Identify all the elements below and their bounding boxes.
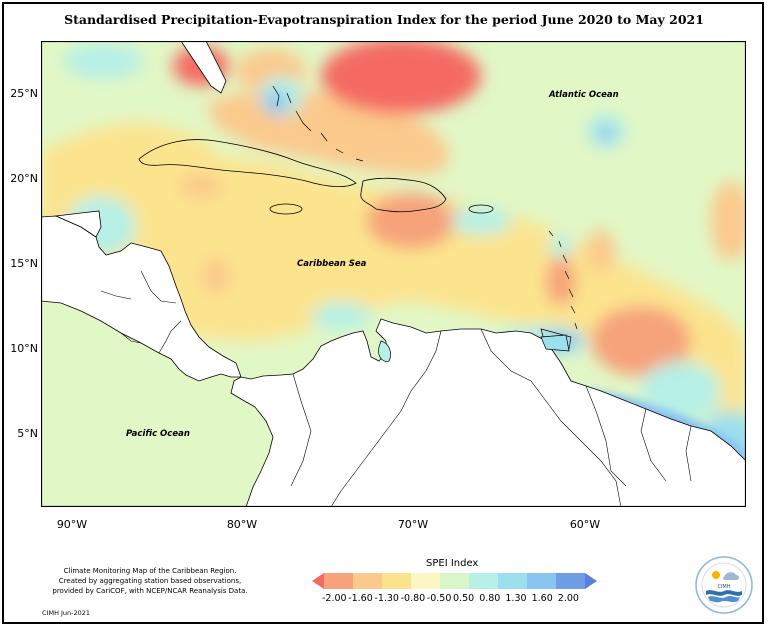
legend-min-arrow xyxy=(312,573,324,589)
florida-peninsula xyxy=(180,41,227,94)
trinidad-island xyxy=(540,334,570,352)
legend-value-label: -1.30 xyxy=(374,593,399,604)
legend-swatch xyxy=(324,573,354,589)
y-tick-10n: 10°N xyxy=(10,342,38,355)
credit-line-1: Climate Monitoring Map of the Caribbean … xyxy=(63,567,237,575)
credit-line-2: Created by aggregating station based obs… xyxy=(58,577,242,585)
legend-max-arrow xyxy=(585,573,597,589)
label-caribbean-sea: Caribbean Sea xyxy=(297,259,367,269)
legend-value-label: 0.50 xyxy=(453,593,475,604)
label-pacific-ocean: Pacific Ocean xyxy=(126,429,190,439)
legend-value-label: -0.80 xyxy=(400,593,426,604)
legend-swatch xyxy=(527,573,557,589)
y-tick-15n: 15°N xyxy=(10,257,38,270)
legend-swatch xyxy=(498,573,528,589)
cuba-island xyxy=(138,139,357,187)
legend-title: SPEI Index xyxy=(426,558,479,569)
legend-value-label: -1.60 xyxy=(348,593,373,604)
logo-text: CIMH xyxy=(717,584,730,590)
legend-value-label: 1.30 xyxy=(505,593,527,604)
x-tick-90w: 90°W xyxy=(56,518,88,531)
jamaica-island xyxy=(269,203,303,215)
yucatan-landmass xyxy=(54,210,102,238)
hispaniola-island xyxy=(360,177,447,213)
cimh-logo-icon: CIMH xyxy=(695,556,753,614)
x-tick-70w: 70°W xyxy=(397,518,429,531)
label-atlantic-ocean: Atlantic Ocean xyxy=(548,90,619,100)
credit-line-3: provided by CariCOF, with NCEP/NCAR Rean… xyxy=(52,587,248,595)
puerto-rico-island xyxy=(468,204,494,214)
legend-value-label: 0.80 xyxy=(479,593,501,604)
legend-swatch xyxy=(382,573,412,589)
bahamas-islands xyxy=(272,85,364,162)
country-borders xyxy=(100,270,692,507)
legend-swatch xyxy=(556,573,586,589)
central-america-landmass xyxy=(41,215,242,382)
legend-colorbar xyxy=(312,573,597,589)
lake-maracaibo xyxy=(378,340,391,362)
lesser-antilles-islands xyxy=(540,230,578,350)
legend-swatch xyxy=(469,573,499,589)
x-tick-60w: 60°W xyxy=(569,518,601,531)
legend-swatch xyxy=(440,573,470,589)
y-tick-5n: 5°N xyxy=(17,427,38,440)
credits-block: Climate Monitoring Map of the Caribbean … xyxy=(20,566,280,596)
legend-value-label: 2.00 xyxy=(557,593,579,604)
legend-swatch xyxy=(353,573,383,589)
map-title: Standardised Precipitation-Evapotranspir… xyxy=(64,12,704,27)
legend-value-label: 1.60 xyxy=(531,593,553,604)
y-tick-20n: 20°N xyxy=(10,172,38,185)
x-tick-80w: 80°W xyxy=(226,518,258,531)
map-border xyxy=(41,41,746,507)
y-tick-25n: 25°N xyxy=(10,87,38,100)
legend-swatch xyxy=(411,573,441,589)
legend-value-label: -0.50 xyxy=(426,593,452,604)
spei-map: Atlantic Ocean Caribbean Sea Pacific Oce… xyxy=(41,41,746,507)
credit-footer: CIMH Jun-2021 xyxy=(42,609,91,617)
legend-value-label: -2.00 xyxy=(322,593,347,604)
